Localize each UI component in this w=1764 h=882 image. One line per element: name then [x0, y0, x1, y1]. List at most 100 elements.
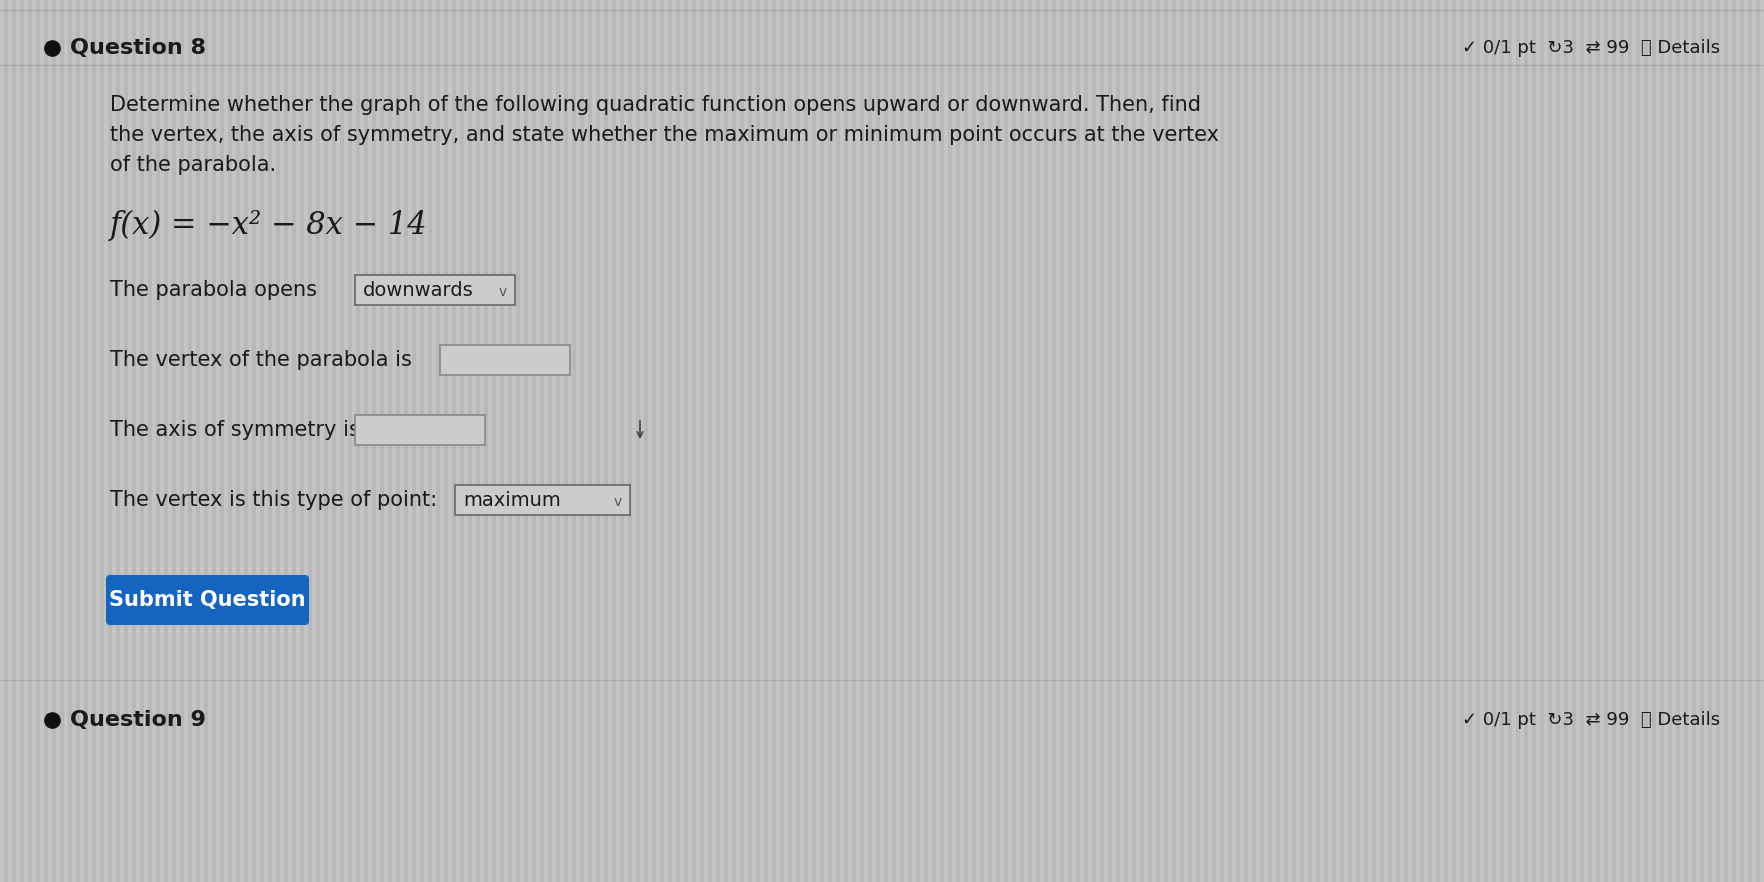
Bar	[1752, 0, 1755, 882]
Text: The axis of symmetry is: The axis of symmetry is	[109, 420, 360, 440]
FancyBboxPatch shape	[106, 575, 309, 625]
Bar	[1136, 0, 1140, 882]
Bar	[64, 0, 69, 882]
Bar	[312, 0, 316, 882]
Bar	[1431, 0, 1436, 882]
Bar	[272, 0, 275, 882]
FancyBboxPatch shape	[355, 275, 515, 305]
Bar	[720, 0, 723, 882]
Bar	[111, 0, 116, 882]
Bar	[584, 0, 587, 882]
Bar	[1168, 0, 1171, 882]
Bar	[104, 0, 108, 882]
Bar	[1686, 0, 1692, 882]
Bar	[1007, 0, 1011, 882]
Bar	[1023, 0, 1027, 882]
Bar	[967, 0, 972, 882]
Bar	[1247, 0, 1251, 882]
Bar	[1512, 0, 1515, 882]
Bar	[392, 0, 395, 882]
Bar	[944, 0, 947, 882]
Bar	[975, 0, 979, 882]
Bar	[1272, 0, 1275, 882]
Bar	[1544, 0, 1547, 882]
Text: f(x) = −x² − 8x − 14: f(x) = −x² − 8x − 14	[109, 209, 427, 241]
Bar	[751, 0, 755, 882]
Bar	[1408, 0, 1411, 882]
Bar	[505, 0, 508, 882]
Bar	[1503, 0, 1506, 882]
Bar	[1399, 0, 1402, 882]
Bar	[1759, 0, 1762, 882]
Bar	[695, 0, 700, 882]
Bar	[871, 0, 875, 882]
Bar	[1566, 0, 1572, 882]
Bar	[744, 0, 748, 882]
Bar	[1175, 0, 1180, 882]
Bar	[1711, 0, 1715, 882]
Bar	[1695, 0, 1699, 882]
Bar	[1102, 0, 1108, 882]
Bar	[767, 0, 771, 882]
Bar	[1000, 0, 1004, 882]
Bar	[487, 0, 492, 882]
Bar	[41, 0, 44, 882]
Bar	[1671, 0, 1676, 882]
Text: ✓ 0/1 pt  ↻3  ⇄ 99  ⓘ Details: ✓ 0/1 pt ↻3 ⇄ 99 ⓘ Details	[1461, 711, 1720, 729]
Bar	[360, 0, 363, 882]
Bar	[1519, 0, 1522, 882]
Text: Question 8: Question 8	[71, 38, 206, 58]
Bar	[416, 0, 420, 882]
Bar	[640, 0, 644, 882]
Bar	[672, 0, 676, 882]
Bar	[249, 0, 252, 882]
Bar	[632, 0, 635, 882]
FancyBboxPatch shape	[439, 345, 570, 375]
Bar	[1263, 0, 1267, 882]
Bar	[647, 0, 651, 882]
Bar	[847, 0, 852, 882]
Bar	[72, 0, 76, 882]
Text: The parabola opens: The parabola opens	[109, 280, 318, 300]
Bar	[792, 0, 796, 882]
Bar	[1111, 0, 1115, 882]
FancyBboxPatch shape	[455, 485, 630, 515]
Bar	[656, 0, 660, 882]
Bar	[423, 0, 427, 882]
Bar	[161, 0, 164, 882]
Bar	[1207, 0, 1212, 882]
Bar	[840, 0, 843, 882]
Bar	[1736, 0, 1739, 882]
Bar	[351, 0, 356, 882]
Bar	[1392, 0, 1395, 882]
Bar	[376, 0, 379, 882]
Text: downwards: downwards	[363, 280, 473, 300]
Bar	[1743, 0, 1746, 882]
Bar	[704, 0, 707, 882]
Bar	[984, 0, 988, 882]
Bar	[527, 0, 531, 882]
Text: v: v	[499, 285, 506, 299]
Bar	[25, 0, 28, 882]
Bar	[1528, 0, 1531, 882]
Bar	[1327, 0, 1332, 882]
Bar	[1471, 0, 1475, 882]
Bar	[224, 0, 228, 882]
Bar	[1446, 0, 1452, 882]
Bar	[591, 0, 596, 882]
Bar	[711, 0, 716, 882]
Text: Determine whether the graph of the following quadratic function opens upward or : Determine whether the graph of the follo…	[109, 95, 1200, 115]
Bar	[231, 0, 236, 882]
Bar	[1415, 0, 1420, 882]
Bar	[903, 0, 907, 882]
Text: the vertex, the axis of symmetry, and state whether the maximum or minimum point: the vertex, the axis of symmetry, and st…	[109, 125, 1219, 145]
Bar	[1152, 0, 1155, 882]
Text: ✓ 0/1 pt  ↻3  ⇄ 99  ⓘ Details: ✓ 0/1 pt ↻3 ⇄ 99 ⓘ Details	[1461, 39, 1720, 57]
Bar	[129, 0, 132, 882]
Bar	[1376, 0, 1379, 882]
Bar	[1231, 0, 1235, 882]
Bar	[176, 0, 180, 882]
Bar	[439, 0, 445, 882]
Bar	[1288, 0, 1291, 882]
Bar	[407, 0, 411, 882]
